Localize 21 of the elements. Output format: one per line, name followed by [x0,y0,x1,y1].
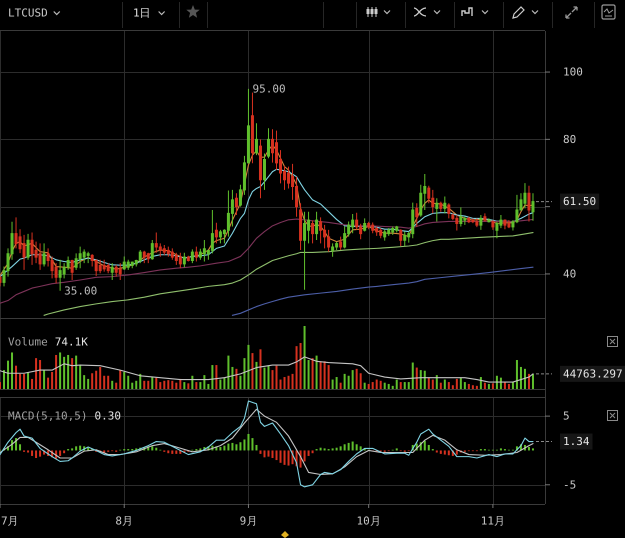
annotation: 35.00 [64,284,98,298]
y-tick-label: 80 [563,132,576,146]
y-tick-label: 5 [563,410,570,423]
y-tick-label: 100 [563,66,583,79]
y-tick-label: -5 [563,478,576,492]
x-tick-label: 10月 [356,514,381,528]
x-tick-label: 9月 [240,514,258,528]
text: 61.50 [563,195,596,208]
chart-subtitle: 1日 [133,6,151,20]
x-tick-label: 8月 [115,514,134,528]
x-tick-label: 7月 [1,514,19,528]
text: 0.30 [94,410,121,422]
text: Volume [8,336,48,348]
annotation: 95.00 [252,82,286,96]
text: MACD(5,10,5) [8,410,88,422]
chart-title: LTCUSD [8,6,48,20]
text: 74.1K [54,336,88,348]
text: 44763.297 [563,367,623,380]
text: 1.34 [563,435,590,448]
x-tick-label: 11月 [480,514,506,528]
y-tick-label: 40 [563,267,576,280]
